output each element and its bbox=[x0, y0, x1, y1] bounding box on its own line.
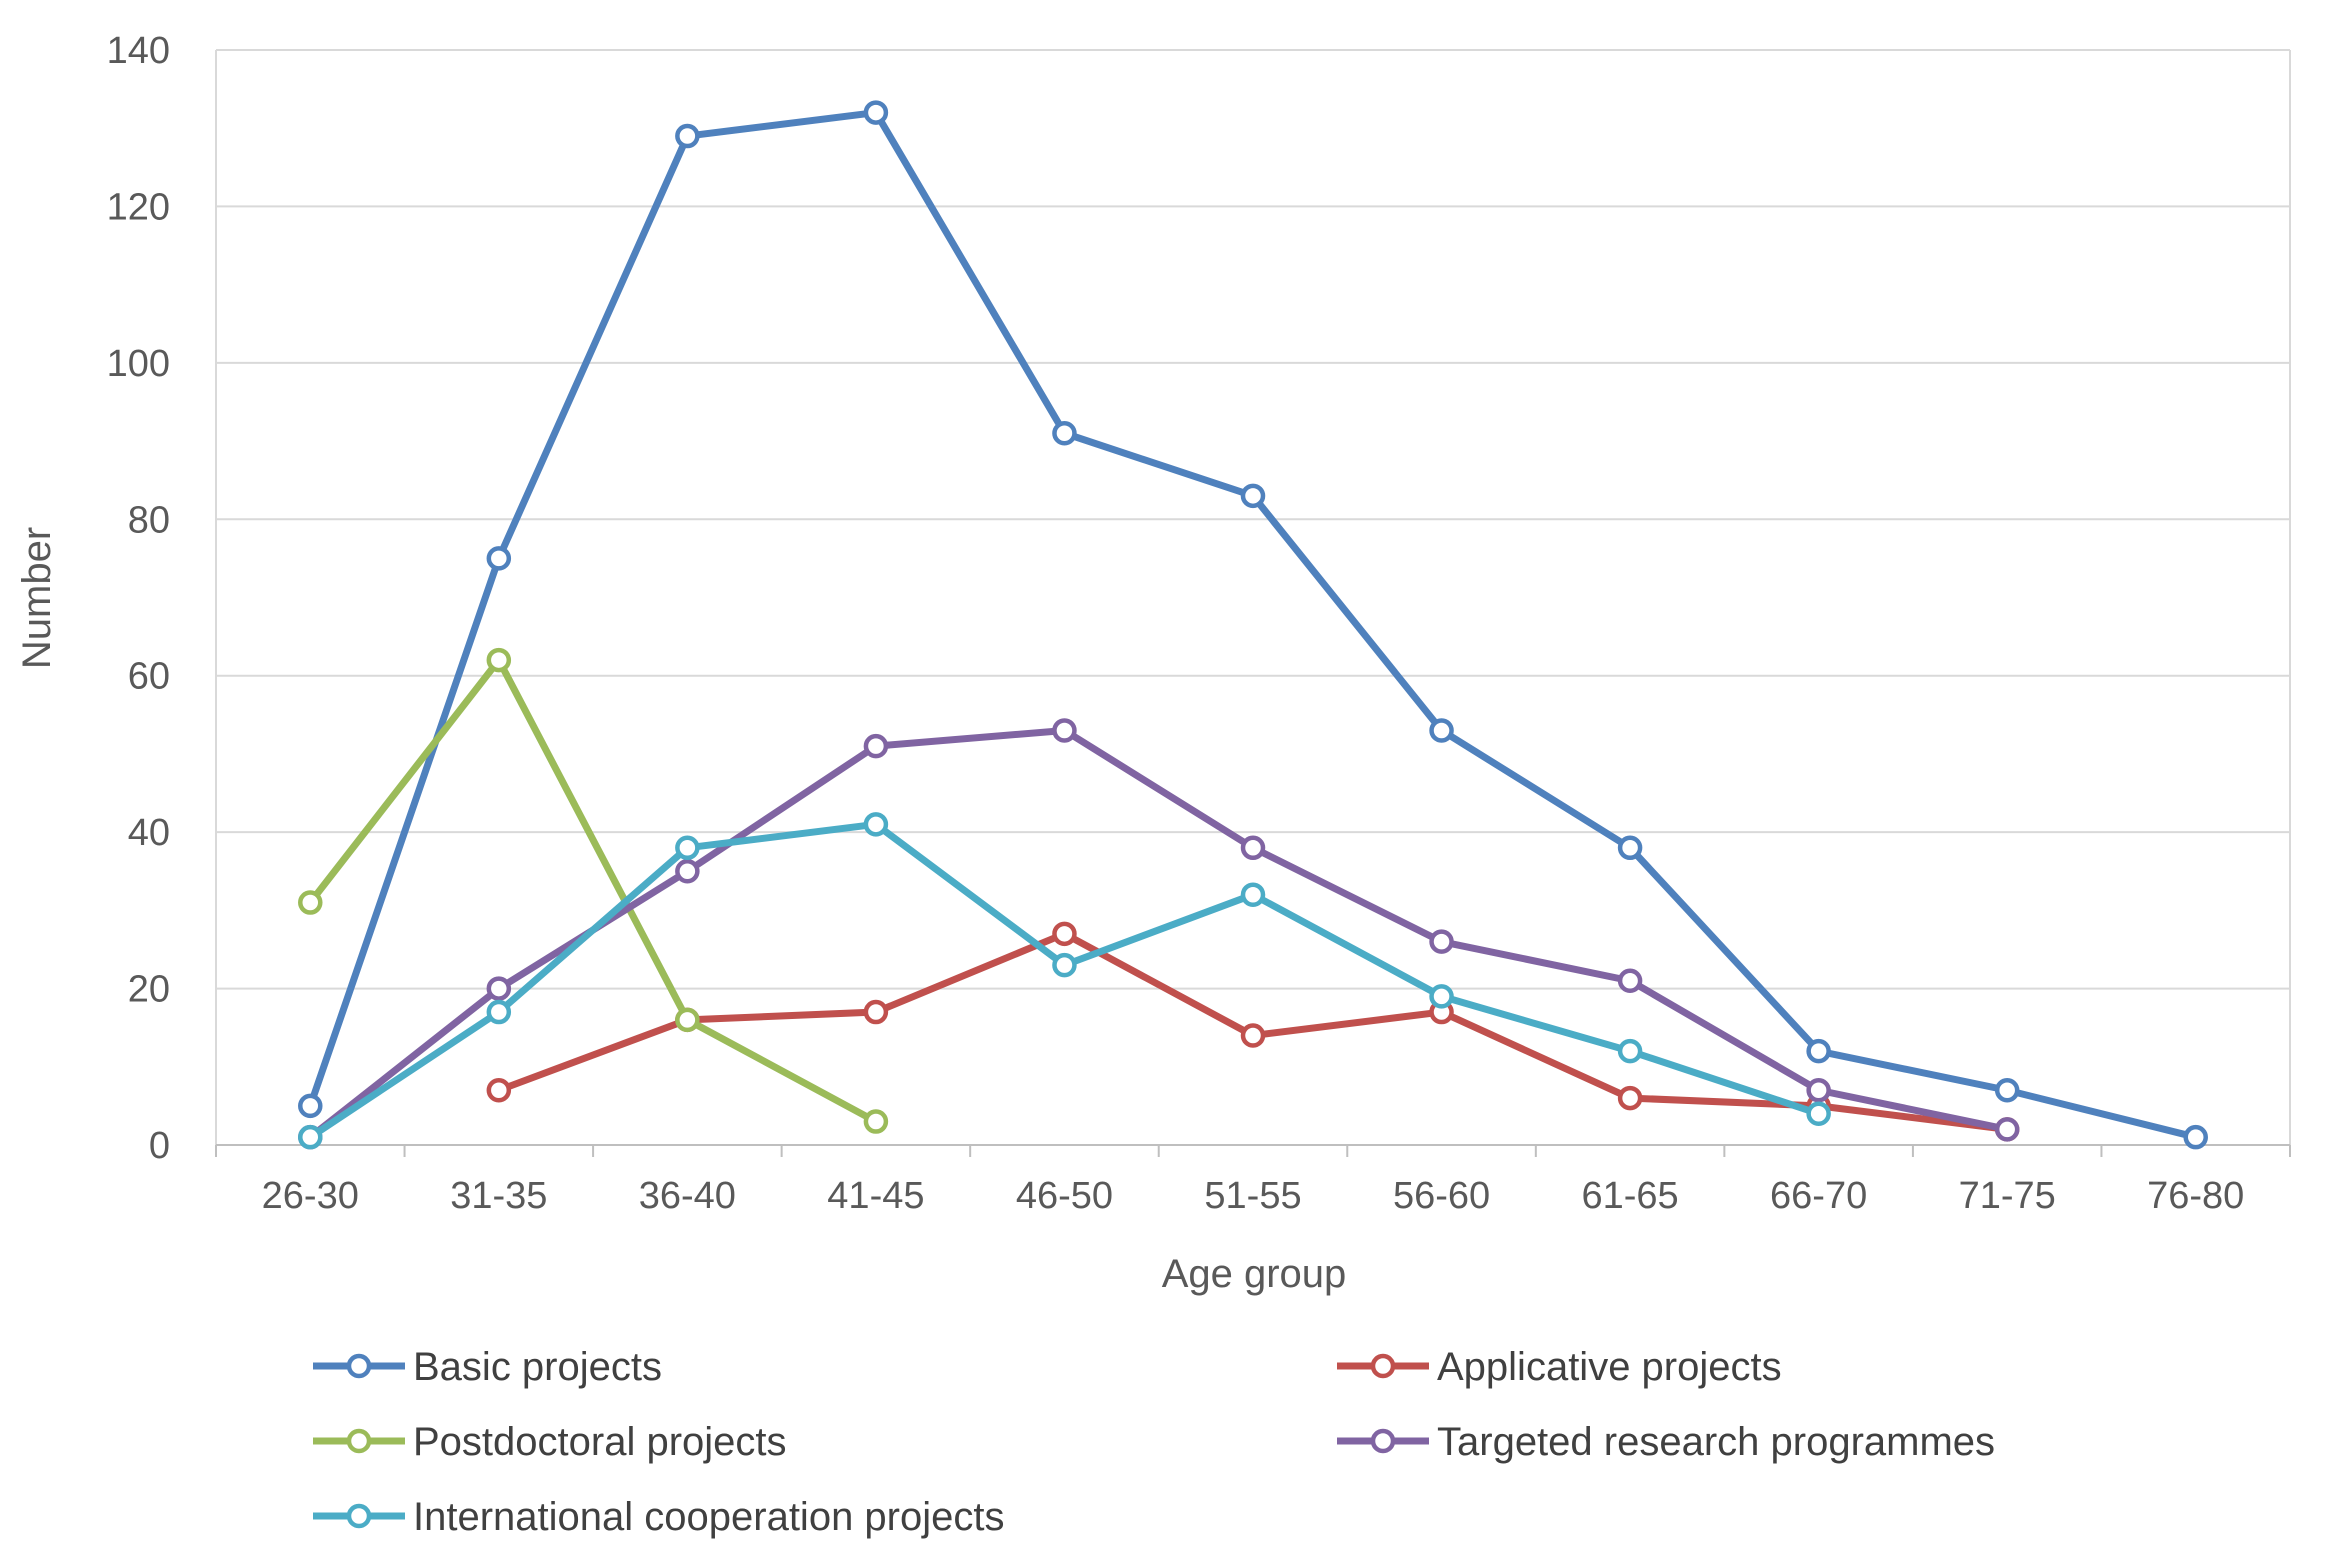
data-point bbox=[863, 999, 889, 1025]
data-point bbox=[2183, 1124, 2208, 1150]
data-point bbox=[1052, 921, 1077, 947]
x-tick-label: 36-40 bbox=[639, 1175, 736, 1217]
gridlines bbox=[216, 49, 2291, 1145]
data-point bbox=[486, 647, 512, 673]
legend-marker bbox=[346, 1503, 372, 1529]
x-tick-label: 46-50 bbox=[1016, 1175, 1113, 1217]
data-point bbox=[675, 1007, 700, 1033]
y-tick-label: 140 bbox=[107, 30, 170, 72]
legend-marker bbox=[1370, 1353, 1396, 1379]
legend-label: Applicative projects bbox=[1437, 1345, 1782, 1389]
series-0 bbox=[298, 100, 2208, 1150]
legend-item: Targeted research programmes bbox=[1337, 1420, 1995, 1464]
x-tick-label: 26-30 bbox=[262, 1175, 359, 1217]
data-point bbox=[863, 1109, 889, 1134]
x-tick-label: 51-55 bbox=[1204, 1175, 1301, 1217]
data-point bbox=[298, 1124, 323, 1150]
data-point bbox=[1994, 1078, 2020, 1103]
legend-label: International cooperation projects bbox=[413, 1495, 1004, 1539]
y-axis-title: Number bbox=[15, 527, 59, 669]
data-point bbox=[298, 890, 323, 915]
data-point bbox=[298, 1093, 323, 1119]
legend-label: Targeted research programmes bbox=[1437, 1420, 1995, 1464]
data-point bbox=[1240, 483, 1266, 509]
legend-item: International cooperation projects bbox=[313, 1495, 1004, 1539]
legend: Basic projects Applicative projects Postdo… bbox=[313, 1345, 1995, 1539]
data-point bbox=[1052, 952, 1077, 978]
x-tick-label: 61-65 bbox=[1581, 1175, 1678, 1217]
data-point bbox=[675, 123, 700, 149]
x-axis-title: Age group bbox=[1162, 1252, 1347, 1296]
data-point bbox=[1806, 1038, 1831, 1064]
data-point bbox=[863, 812, 889, 837]
x-tick-label: 41-45 bbox=[827, 1175, 924, 1217]
legend-item: Basic projects bbox=[313, 1345, 662, 1389]
x-tick-label: 56-60 bbox=[1393, 1175, 1490, 1217]
data-point bbox=[863, 733, 889, 759]
series-4 bbox=[298, 812, 1831, 1150]
x-tick-label: 76-80 bbox=[2147, 1175, 2244, 1217]
data-point bbox=[486, 1078, 512, 1103]
data-point bbox=[1994, 1117, 2020, 1142]
legend-item: Applicative projects bbox=[1337, 1345, 1782, 1389]
data-point bbox=[1240, 882, 1266, 907]
data-point bbox=[1052, 718, 1077, 743]
y-tick-label: 40 bbox=[128, 812, 170, 854]
data-point bbox=[1617, 1085, 1643, 1111]
legend-marker bbox=[346, 1353, 372, 1379]
legend-marker bbox=[1370, 1428, 1396, 1454]
data-point bbox=[1617, 968, 1643, 993]
data-point bbox=[1617, 1038, 1643, 1064]
series-2 bbox=[298, 647, 889, 1134]
data-point bbox=[486, 546, 512, 571]
y-tick-label: 0 bbox=[149, 1125, 170, 1167]
y-axis-ticks: 0 20 40 60 80 100 120 140 bbox=[107, 30, 170, 1167]
data-point bbox=[1240, 835, 1266, 861]
data-point bbox=[675, 835, 700, 861]
series-line bbox=[307, 656, 878, 1125]
data-point bbox=[486, 976, 512, 1001]
x-axis: 26-30 31-35 36-40 41-45 46-50 51-55 56-60 61-65… bbox=[215, 50, 2291, 1217]
legend-marker bbox=[346, 1428, 372, 1454]
legend-label: Postdoctoral projects bbox=[413, 1420, 787, 1464]
data-point bbox=[1617, 835, 1643, 861]
y-tick-label: 120 bbox=[107, 186, 170, 228]
x-tick-label: 66-70 bbox=[1770, 1175, 1867, 1217]
data-point bbox=[1240, 1023, 1266, 1048]
data-point bbox=[675, 859, 700, 884]
y-tick-label: 20 bbox=[128, 969, 170, 1011]
data-point bbox=[1052, 421, 1077, 446]
x-tick-label: 71-75 bbox=[1959, 1175, 2056, 1217]
data-point bbox=[1806, 1078, 1831, 1103]
y-tick-label: 80 bbox=[128, 499, 170, 541]
series-group bbox=[298, 100, 2208, 1150]
data-point bbox=[1429, 718, 1454, 743]
data-point bbox=[1806, 1101, 1831, 1126]
legend-label: Basic projects bbox=[413, 1345, 662, 1389]
data-point bbox=[863, 100, 889, 125]
x-tick-label: 31-35 bbox=[450, 1175, 547, 1217]
data-point bbox=[1429, 984, 1454, 1009]
data-point bbox=[486, 999, 512, 1025]
data-point bbox=[1429, 929, 1454, 954]
legend-item: Postdoctoral projects bbox=[313, 1420, 787, 1464]
y-tick-label: 100 bbox=[107, 343, 170, 385]
y-tick-label: 60 bbox=[128, 656, 170, 698]
